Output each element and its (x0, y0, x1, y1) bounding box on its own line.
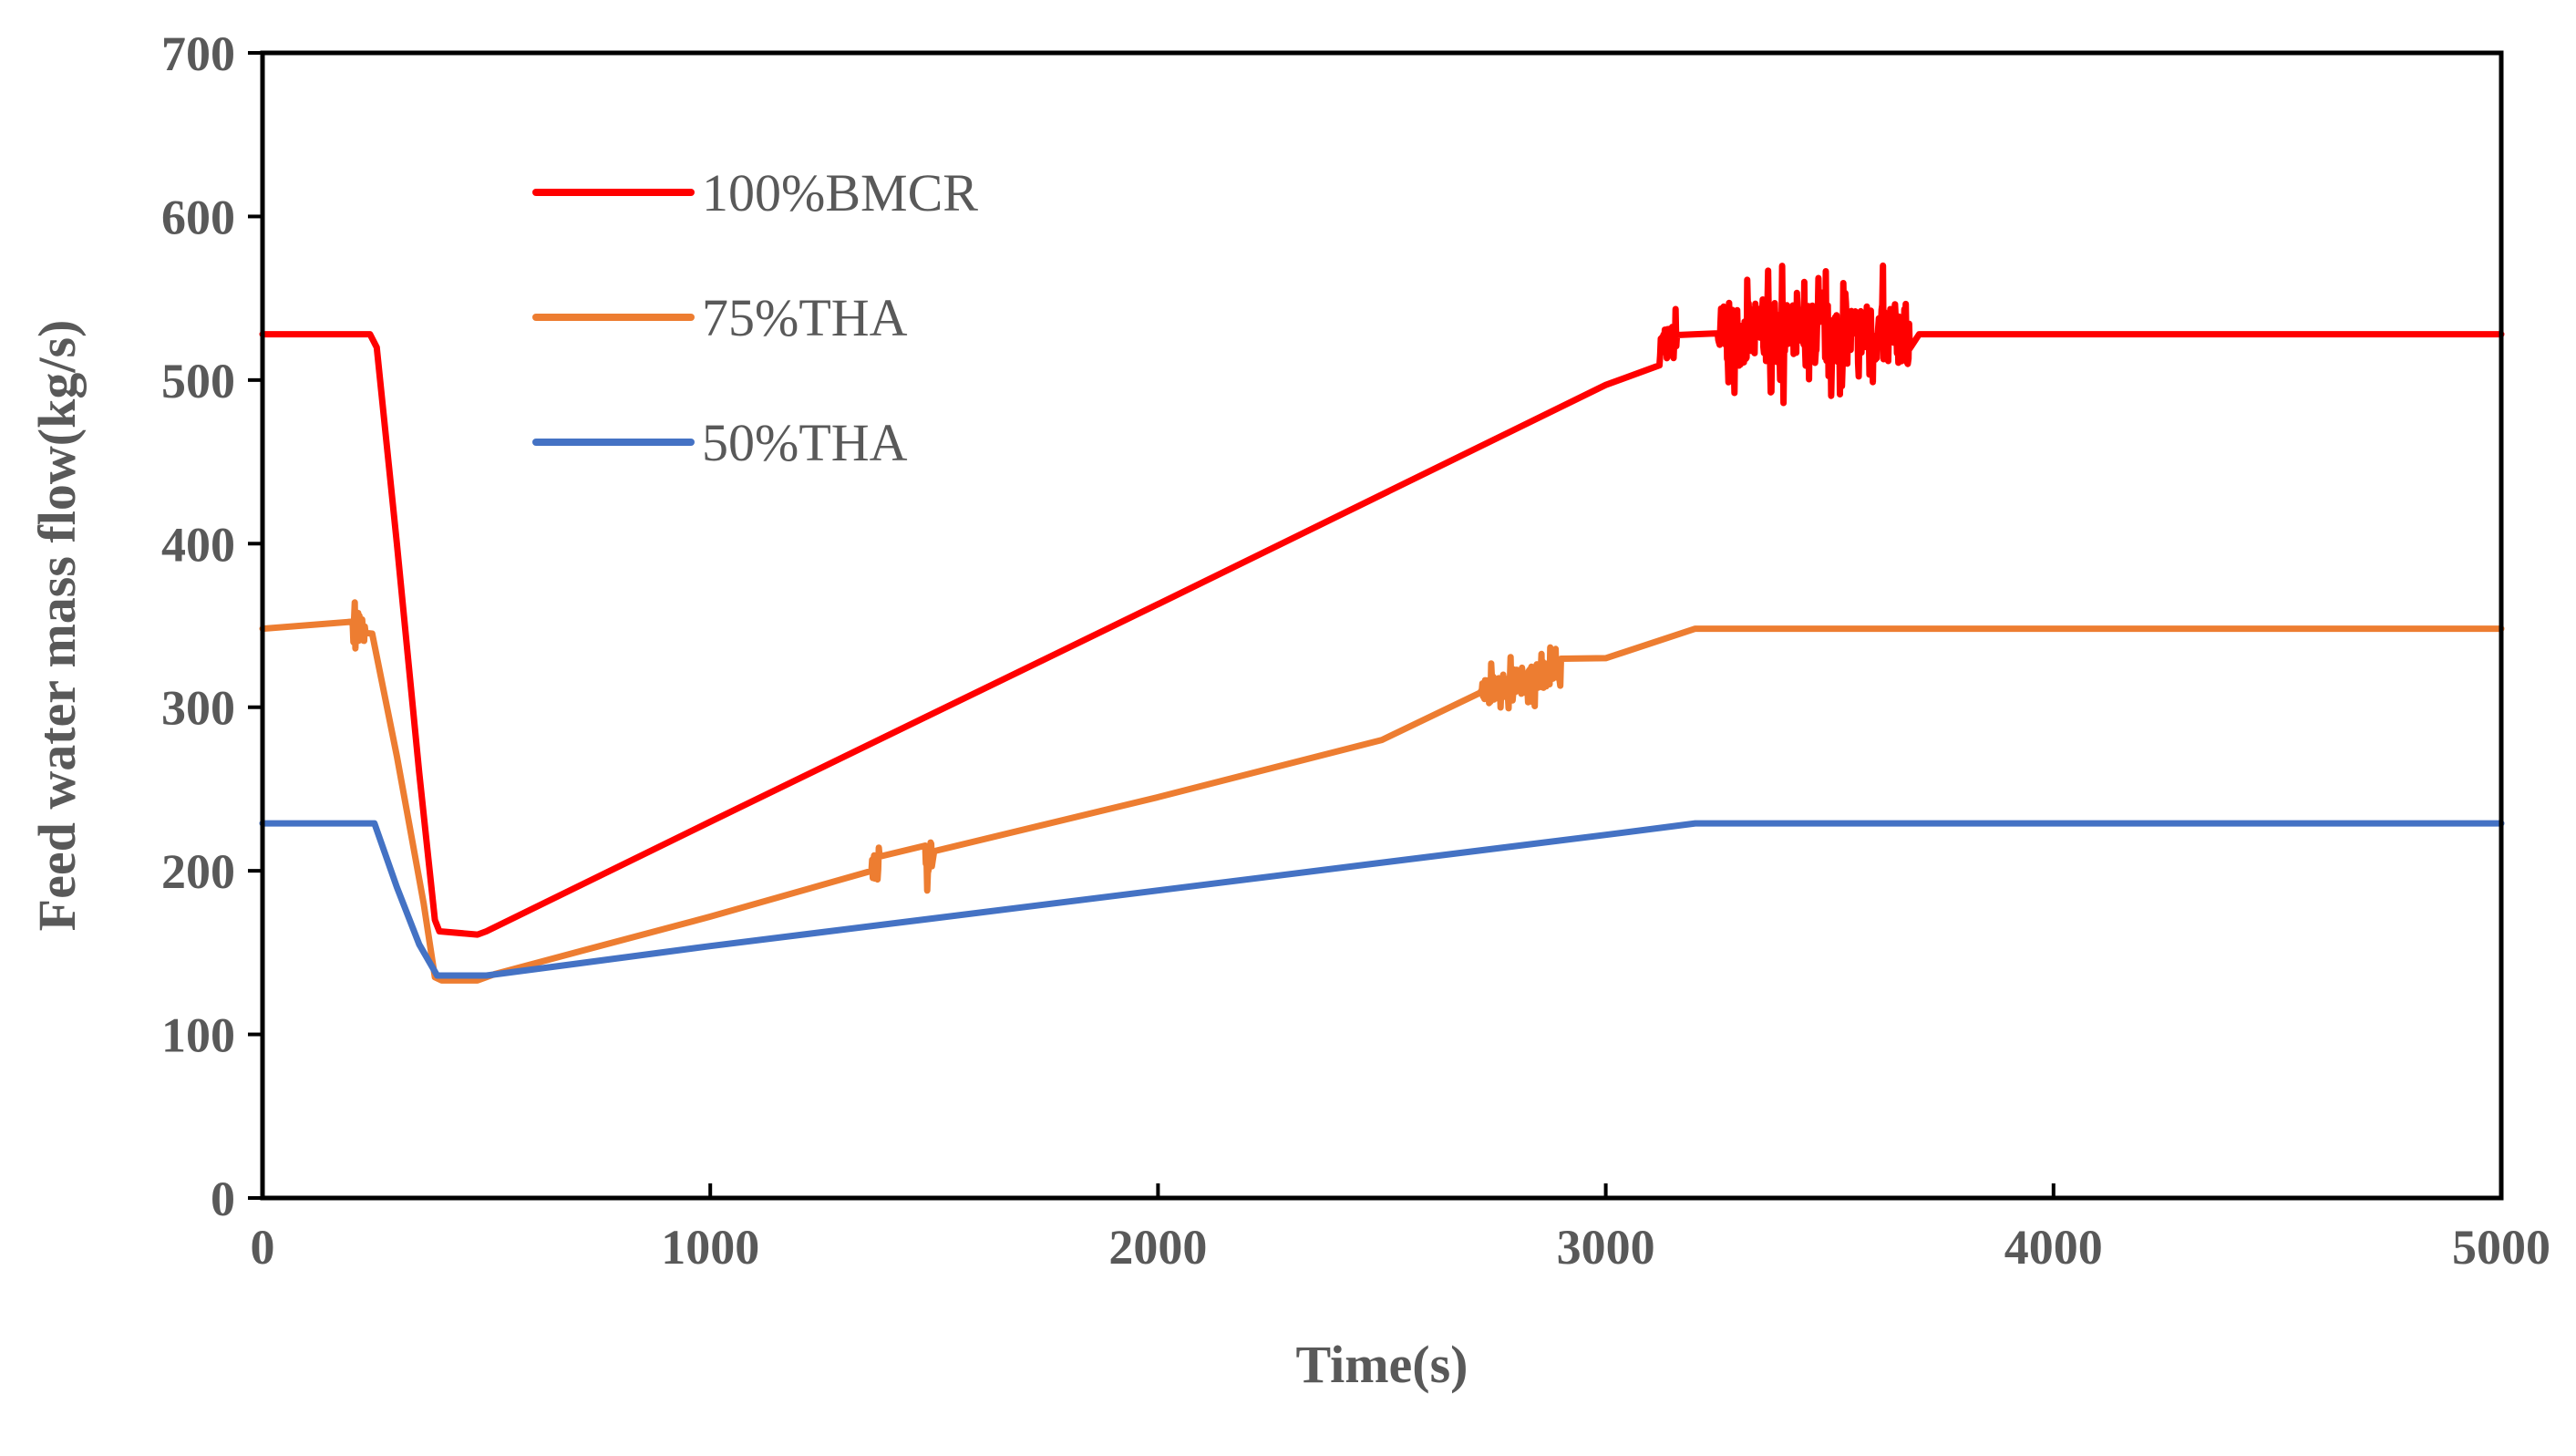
series-line-1 (259, 599, 2505, 984)
series-line-0 (259, 262, 2505, 938)
plot-area-frame (260, 50, 2504, 1201)
x-tick-label: 2000 (1108, 1220, 1207, 1275)
x-tick-label: 4000 (2004, 1220, 2103, 1275)
x-tick-label: 0 (251, 1220, 275, 1275)
y-tick-label: 400 (161, 517, 235, 572)
y-tick-label: 300 (161, 681, 235, 736)
y-tick-label: 200 (161, 844, 235, 899)
legend-label-1: 75%THA (702, 288, 908, 347)
legend-label-2: 50%THA (702, 413, 908, 472)
legend-label-0: 100%BMCR (702, 163, 978, 222)
x-tick-label: 5000 (2452, 1220, 2550, 1275)
y-tick-label: 500 (161, 354, 235, 408)
y-tick-label: 100 (161, 1008, 235, 1063)
y-tick-label: 600 (161, 190, 235, 244)
y-axis-title: Feed water mass flow(kg/s) (27, 320, 87, 932)
y-tick-label: 0 (211, 1172, 235, 1226)
x-tick-label: 3000 (1557, 1220, 1655, 1275)
y-axis-ticks: 0 100 200 300 400 500 600 700 (161, 26, 263, 1226)
x-tick-label: 1000 (661, 1220, 759, 1275)
series-line-2 (259, 820, 2505, 979)
y-tick-label: 700 (161, 26, 235, 81)
x-axis-ticks: 0 1000 2000 3000 4000 5000 (251, 1183, 2550, 1275)
x-axis-title: Time(s) (1295, 1335, 1468, 1394)
series-layer (259, 262, 2505, 984)
legend: 100%BMCR 75%THA 50%THA (532, 163, 978, 472)
